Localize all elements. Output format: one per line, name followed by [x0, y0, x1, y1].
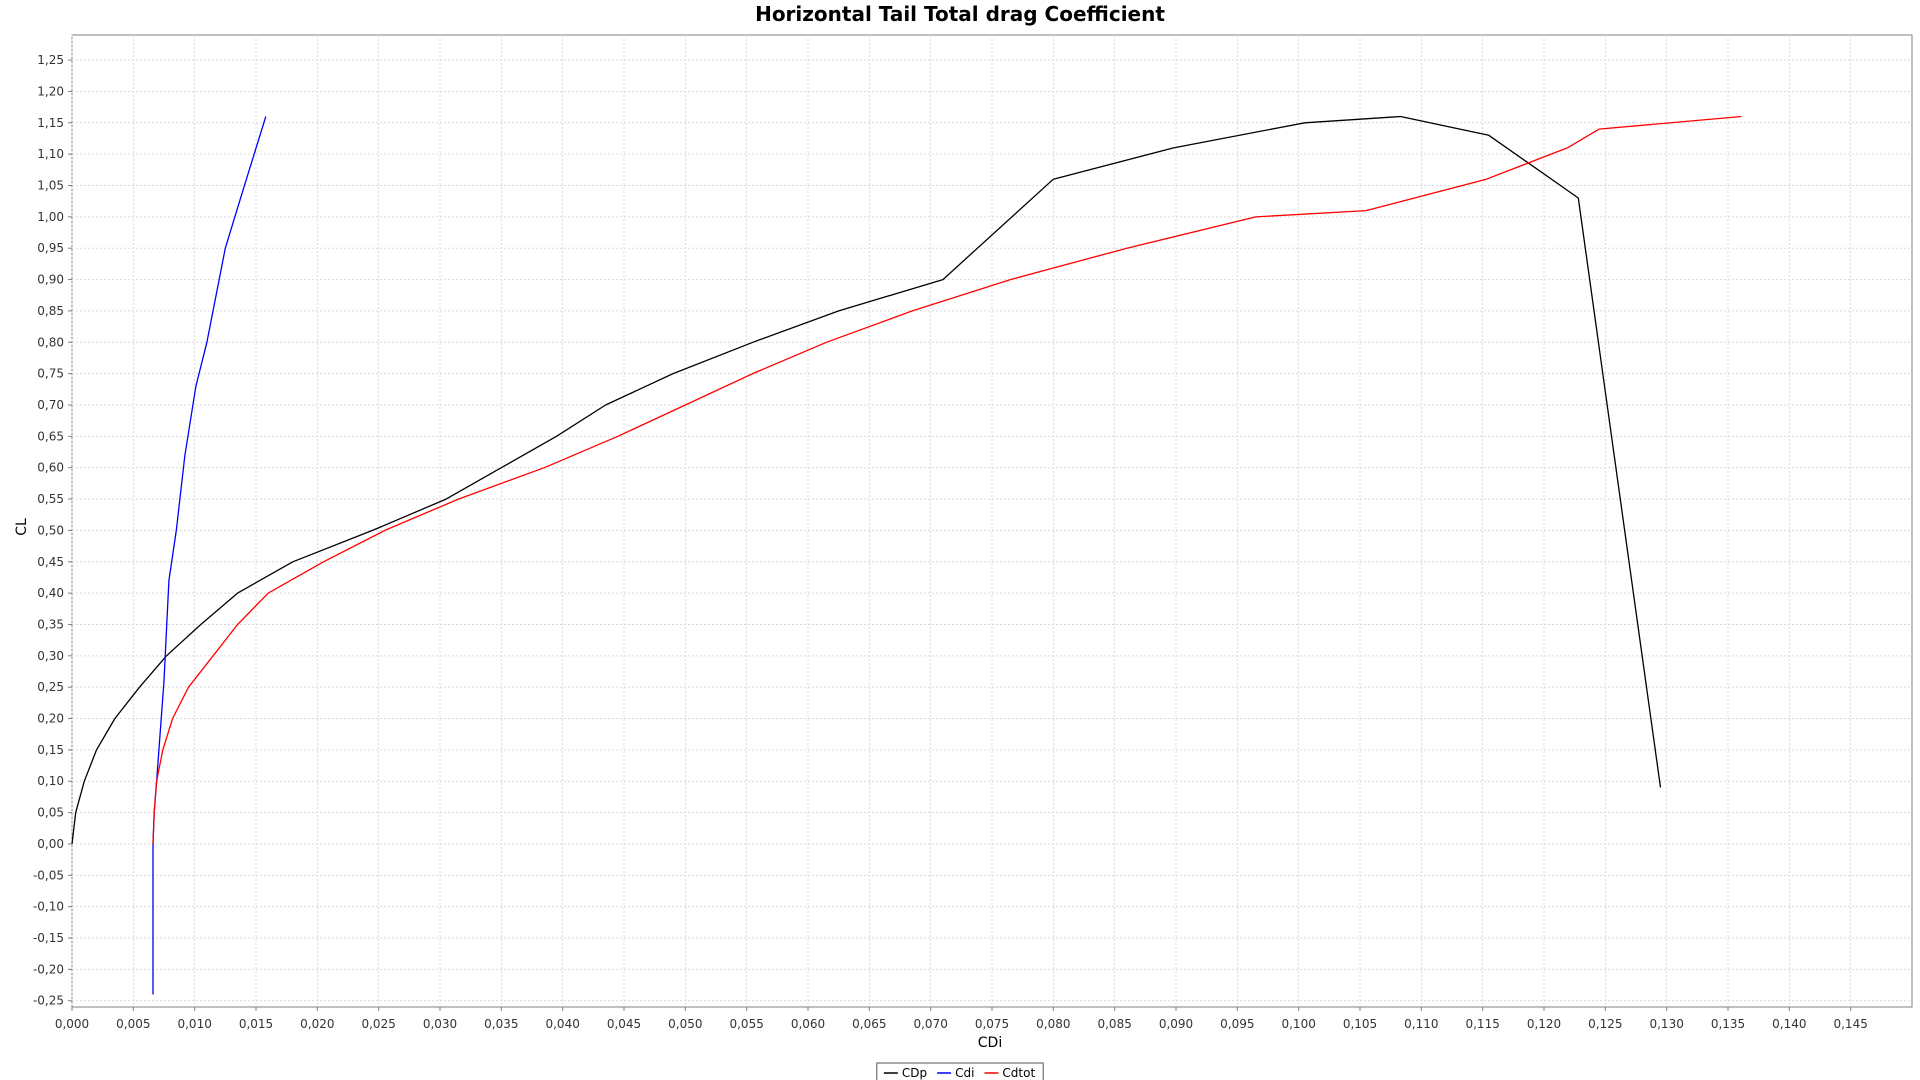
- x-axis-ticks: 0,000 0,005 0,010 0,015 0,020 0,025 0,030 0,035…: [55, 1007, 1868, 1031]
- y-tick-label: 0,95: [37, 241, 64, 255]
- x-tick-label: 0,050: [668, 1017, 702, 1031]
- y-tick-label: -0,25: [33, 994, 64, 1008]
- x-tick-label: 0,080: [1036, 1017, 1070, 1031]
- x-tick-label: 0,105: [1343, 1017, 1377, 1031]
- y-tick-label: 1,25: [37, 53, 64, 67]
- y-tick-label: 1,00: [37, 210, 64, 224]
- x-tick-label: 0,135: [1711, 1017, 1745, 1031]
- y-tick-label: 0,60: [37, 461, 64, 475]
- chart-title: Horizontal Tail Total drag Coefficient: [755, 2, 1165, 26]
- x-tick-label: 0,025: [361, 1017, 395, 1031]
- x-tick-label: 0,085: [1097, 1017, 1131, 1031]
- x-tick-label: 0,130: [1649, 1017, 1683, 1031]
- y-tick-label: 0,30: [37, 649, 64, 663]
- series-line-cdtot: [152, 115, 1742, 845]
- series-layer: [71, 115, 1742, 995]
- x-tick-label: 0,065: [852, 1017, 886, 1031]
- x-tick-label: 0,040: [545, 1017, 579, 1031]
- series-line-cdp: [71, 115, 1662, 845]
- legend-label-cdi: Cdi: [955, 1066, 974, 1080]
- y-tick-label: 0,45: [37, 555, 64, 569]
- y-tick-label: 0,35: [37, 617, 64, 631]
- y-tick-label: 0,25: [37, 680, 64, 694]
- y-tick-label: 0,00: [37, 837, 64, 851]
- y-axis-ticks: -0,25 -0,20 -0,15 -0,10 -0,05 0,00 0,05 0,10 0,1…: [33, 53, 72, 1008]
- y-tick-label: 0,75: [37, 367, 64, 381]
- x-tick-label: 0,020: [300, 1017, 334, 1031]
- x-tick-label: 0,010: [177, 1017, 211, 1031]
- legend: CDp Cdi Cdtot: [876, 1062, 1044, 1080]
- x-tick-label: 0,000: [55, 1017, 89, 1031]
- y-tick-label: 0,80: [37, 335, 64, 349]
- y-tick-label: -0,20: [33, 962, 64, 976]
- x-tick-label: 0,145: [1833, 1017, 1867, 1031]
- x-tick-label: 0,055: [729, 1017, 763, 1031]
- y-tick-label: 0,65: [37, 429, 64, 443]
- y-axis-label: CL: [14, 518, 30, 536]
- x-tick-label: 0,015: [239, 1017, 273, 1031]
- x-tick-label: 0,045: [607, 1017, 641, 1031]
- legend-label-cdtot: Cdtot: [1002, 1066, 1035, 1080]
- y-tick-label: 0,40: [37, 586, 64, 600]
- x-tick-label: 0,110: [1404, 1017, 1438, 1031]
- x-axis-label: CDi: [978, 1035, 1002, 1051]
- grid: [71, 35, 1912, 1007]
- x-tick-label: 0,035: [484, 1017, 518, 1031]
- y-tick-label: 1,20: [37, 84, 64, 98]
- x-tick-label: 0,075: [975, 1017, 1009, 1031]
- y-tick-label: 0,05: [37, 806, 64, 820]
- y-tick-label: 0,55: [37, 492, 64, 506]
- x-tick-label: 0,115: [1465, 1017, 1499, 1031]
- x-tick-label: 0,100: [1281, 1017, 1315, 1031]
- x-tick-label: 0,140: [1772, 1017, 1806, 1031]
- y-tick-label: 0,10: [37, 774, 64, 788]
- legend-items: CDp Cdi Cdtot: [883, 1066, 1035, 1080]
- y-tick-label: 0,85: [37, 304, 64, 318]
- y-tick-label: -0,15: [33, 931, 64, 945]
- y-tick-label: 1,10: [37, 147, 64, 161]
- x-tick-label: 0,070: [913, 1017, 947, 1031]
- legend-label-cdp: CDp: [902, 1066, 927, 1080]
- x-tick-label: 0,125: [1588, 1017, 1622, 1031]
- y-tick-label: 0,90: [37, 273, 64, 287]
- y-tick-label: 0,15: [37, 743, 64, 757]
- x-tick-label: 0,005: [116, 1017, 150, 1031]
- y-tick-label: 0,20: [37, 712, 64, 726]
- x-tick-label: 0,090: [1159, 1017, 1193, 1031]
- x-tick-label: 0,120: [1527, 1017, 1561, 1031]
- legend-box: [876, 1062, 1044, 1080]
- y-tick-label: -0,10: [33, 900, 64, 914]
- x-tick-label: 0,060: [791, 1017, 825, 1031]
- y-tick-label: -0,05: [33, 868, 64, 882]
- y-tick-label: 0,70: [37, 398, 64, 412]
- y-tick-label: 1,05: [37, 179, 64, 193]
- y-tick-label: 1,15: [37, 116, 64, 130]
- x-tick-label: 0,095: [1220, 1017, 1254, 1031]
- y-tick-label: 0,50: [37, 523, 64, 537]
- x-tick-label: 0,030: [423, 1017, 457, 1031]
